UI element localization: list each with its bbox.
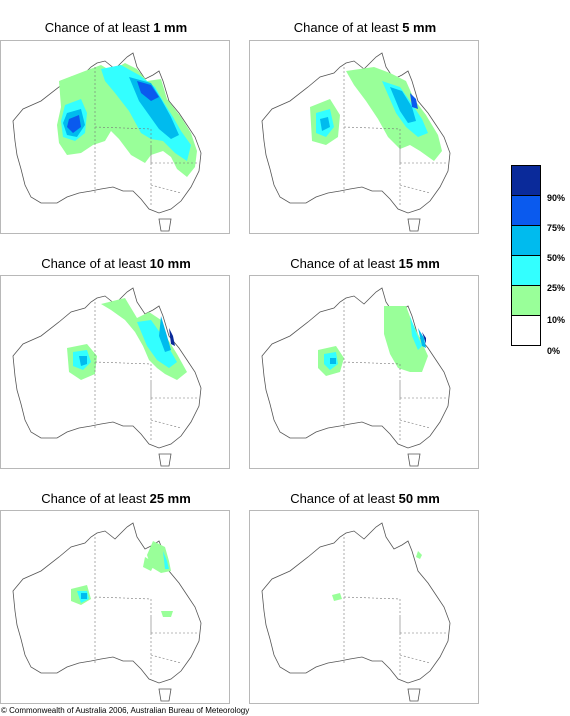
- map-panel-5mm: [249, 40, 479, 234]
- australia-map-50mm: [261, 522, 451, 702]
- legend-label-50: 50%: [547, 253, 566, 263]
- legend-label-0: 0%: [547, 346, 561, 356]
- map-panel-25mm: [0, 510, 230, 704]
- panel-title-15mm: Chance of at least 15 mm: [290, 256, 440, 271]
- rain-area-green: [57, 63, 197, 177]
- legend-swatch-90: [511, 165, 541, 196]
- map-panel-50mm: [249, 510, 479, 704]
- legend-swatch-75: [511, 195, 541, 226]
- probability-legend: 90% 75% 50% 25% 10% 0%: [511, 165, 565, 356]
- legend-swatch-0: [511, 315, 541, 346]
- australia-map-10mm: [12, 287, 202, 467]
- panel-title-25mm: Chance of at least 25 mm: [41, 491, 191, 506]
- map-panel-10mm: [0, 275, 230, 469]
- rain-area-light-blue: [61, 65, 191, 161]
- australia-map-1mm: [12, 52, 202, 232]
- copyright-footer: © Commonwealth of Australia 2006, Austra…: [1, 706, 250, 715]
- map-panel-15mm: [249, 275, 479, 469]
- rain-area-dark-blue: [67, 81, 159, 133]
- panel-title-1mm: Chance of at least 1 mm: [44, 20, 188, 35]
- panel-title-5mm: Chance of at least 5 mm: [293, 20, 437, 35]
- legend-label-25: 25%: [547, 283, 566, 293]
- australia-map-15mm: [261, 287, 451, 467]
- map-panel-1mm: [0, 40, 230, 234]
- state-borders: [94, 67, 197, 207]
- legend-swatch-50: [511, 225, 541, 256]
- legend-label-10: 10%: [547, 315, 566, 325]
- australia-map-5mm: [261, 52, 451, 232]
- australia-map-25mm: [12, 522, 202, 702]
- legend-swatch-25: [511, 255, 541, 286]
- tasmania: [158, 218, 172, 232]
- panel-title-50mm: Chance of at least 50 mm: [290, 491, 440, 506]
- legend-label-75: 75%: [547, 223, 566, 233]
- panel-title-10mm: Chance of at least 10 mm: [41, 256, 191, 271]
- legend-swatch-10: [511, 285, 541, 316]
- legend-label-90: 90%: [547, 193, 566, 203]
